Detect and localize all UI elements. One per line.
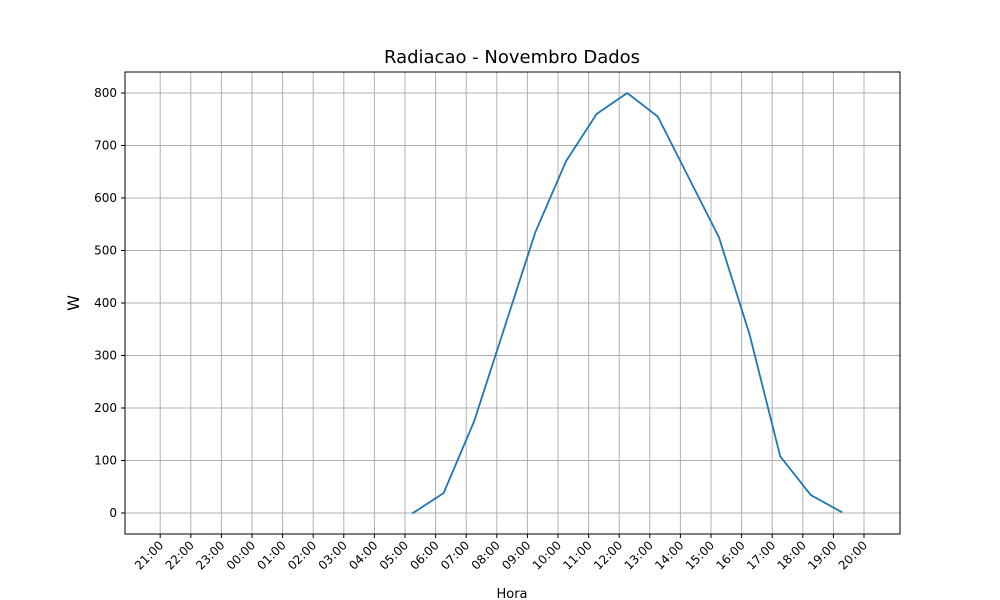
y-tick-label: 600 <box>94 191 117 205</box>
y-tick-label: 300 <box>94 349 117 363</box>
y-tick-label: 700 <box>94 139 117 153</box>
y-axis: 0 100 200 300 400 500 600 700 800 <box>94 86 125 520</box>
y-tick-label: 500 <box>94 244 117 258</box>
y-axis-label: W <box>64 295 83 311</box>
y-gridlines <box>125 92 900 514</box>
y-tick-label: 0 <box>109 506 117 520</box>
series-layer <box>411 92 843 515</box>
y-tick-label: 200 <box>94 401 117 415</box>
x-axis-label: Hora <box>496 587 527 600</box>
y-tick-label: 800 <box>94 86 117 100</box>
series-line <box>411 92 843 515</box>
chart-title: Radiacao - Novembro Dados <box>384 47 640 68</box>
y-tick-label: 400 <box>94 296 117 310</box>
y-tick-label: 100 <box>94 454 117 468</box>
